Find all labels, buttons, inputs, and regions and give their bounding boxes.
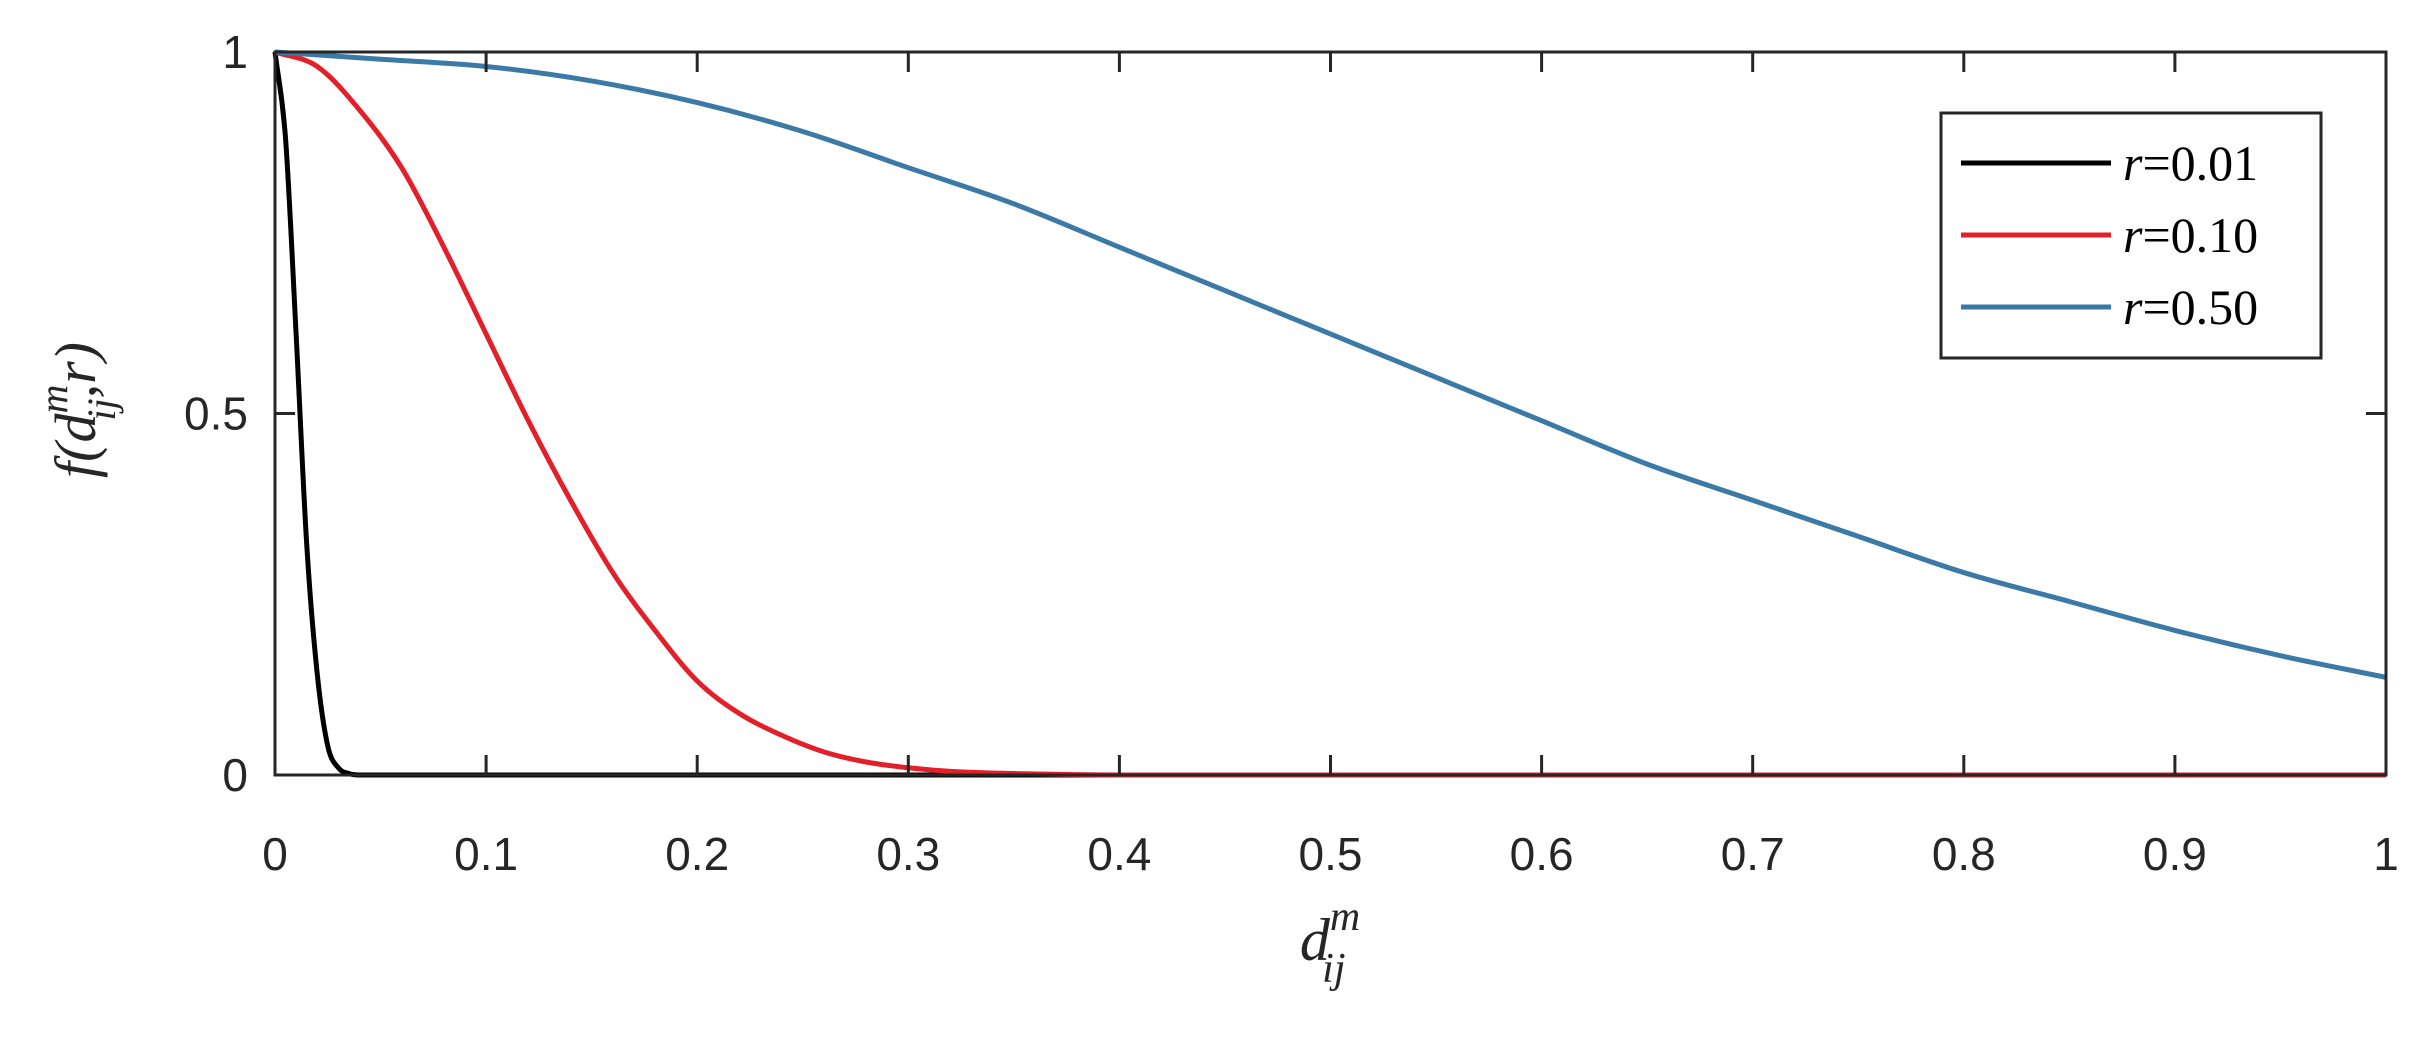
x-tick-label: 0.6 xyxy=(1510,828,1574,880)
y-axis-title-sub: ij xyxy=(79,398,124,420)
x-tick-labels: 0 0.1 0.2 0.3 0.4 0.5 0.6 0.7 0.8 0.9 1 xyxy=(262,828,2399,880)
x-tick-label: 1 xyxy=(2373,828,2399,880)
y-axis-title-base: d xyxy=(43,413,108,443)
x-tick-label: 0.9 xyxy=(2143,828,2207,880)
legend-entries: r=0.01r=0.10r=0.50 xyxy=(1961,135,2258,335)
legend: r=0.01r=0.10r=0.50 xyxy=(1939,111,2323,360)
legend-label-value: =0.50 xyxy=(2142,279,2258,335)
y-axis-title: f(dmij,r) xyxy=(31,342,124,478)
x-tick-label: 0.5 xyxy=(1299,828,1363,880)
x-tick-label: 0.3 xyxy=(876,828,940,880)
x-tick-label: 0.1 xyxy=(454,828,518,880)
y-tick-labels: 00.51 xyxy=(184,26,248,801)
y-axis-title-prefix: f( xyxy=(43,439,108,478)
x-tick-label: 0.7 xyxy=(1721,828,1785,880)
legend-label-var: r xyxy=(2123,279,2143,335)
legend-label-var: r xyxy=(2123,207,2143,263)
x-tick-label: 0 xyxy=(262,828,288,880)
y-tick-label: 0.5 xyxy=(184,388,248,440)
legend-label-1: r=0.01 xyxy=(2123,135,2258,191)
x-axis-title-sub: ij xyxy=(1322,946,1345,992)
x-axis-title-sup: m xyxy=(1330,894,1360,940)
legend-label-var: r xyxy=(2123,135,2143,191)
legend-label-2: r=0.10 xyxy=(2123,207,2258,263)
y-axis-title-suffix: ,r) xyxy=(43,342,108,398)
y-axis-title-sup: m xyxy=(31,385,76,414)
x-tick-label: 0.2 xyxy=(665,828,729,880)
legend-label-value: =0.01 xyxy=(2142,135,2258,191)
x-axis-title: dm ij xyxy=(1300,894,1360,992)
x-tick-label: 0.4 xyxy=(1087,828,1151,880)
axis-ticks xyxy=(273,50,2388,777)
series-line-3 xyxy=(274,49,2387,680)
legend-label-3: r=0.50 xyxy=(2123,279,2258,335)
x-axis-title-base: d xyxy=(1300,907,1331,973)
x-tick-label: 0.8 xyxy=(1932,828,1996,880)
y-tick-label: 1 xyxy=(222,26,248,78)
legend-label-value: =0.10 xyxy=(2142,207,2258,263)
y-tick-label: 0 xyxy=(222,749,248,801)
